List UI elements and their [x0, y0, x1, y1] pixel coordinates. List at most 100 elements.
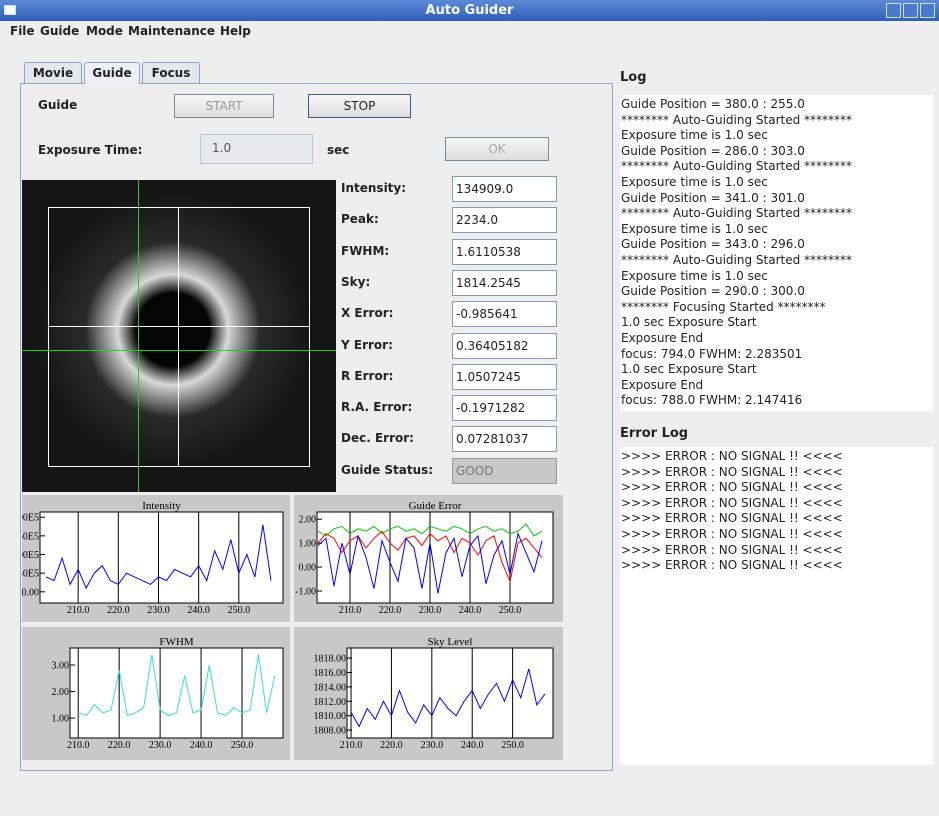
log-line: ******** Auto-Guiding Started ********	[621, 206, 933, 222]
log-line: Guide Position = 341.0 : 301.0	[621, 191, 933, 207]
field-value[interactable]: -0.985641	[452, 301, 557, 327]
x-tick-label: 220.0	[108, 740, 130, 751]
x-tick-label: 210.0	[67, 605, 90, 616]
box-crosshair-h	[48, 326, 310, 327]
exposure-input[interactable]: 1.0	[200, 134, 313, 164]
field-label: Sky:	[341, 275, 370, 289]
menu-item[interactable]: File	[10, 21, 35, 41]
log-line: Guide Position = 343.0 : 296.0	[621, 237, 933, 253]
maximize-button[interactable]	[903, 3, 918, 18]
log-line: Exposure time is 1.0 sec	[621, 222, 933, 238]
y-tick-label: 1816.00	[314, 668, 347, 679]
field-value[interactable]: 0.07281037	[452, 426, 557, 452]
x-tick-label: 210.0	[340, 740, 363, 751]
y-tick-label: 3.00E5	[22, 513, 39, 524]
x-tick-label: 230.0	[149, 740, 172, 751]
field-value[interactable]: 2234.0	[452, 207, 557, 233]
tab[interactable]: Movie	[24, 62, 82, 83]
y-tick-label: 2.00E5	[22, 550, 39, 561]
x-tick-label: 210.0	[339, 605, 362, 616]
error-log-box: >>>> ERROR : NO SIGNAL !! <<<<>>>> ERROR…	[620, 447, 933, 765]
y-tick-label: 1818.00	[314, 654, 347, 665]
menu-item[interactable]: Maintenance	[128, 21, 215, 41]
log-line: 1.0 sec Exposure Start	[621, 362, 933, 378]
log-line: >>>> ERROR : NO SIGNAL !! <<<<	[621, 558, 933, 574]
star-crosshair-h	[22, 350, 336, 351]
x-tick-label: 240.0	[190, 740, 213, 751]
y-tick-label: 1.00	[52, 714, 70, 725]
field-label: R.A. Error:	[341, 400, 412, 414]
x-tick-label: 240.0	[459, 605, 482, 616]
chart-panel: Intensity210.0220.0230.0240.0250.0100000…	[22, 495, 290, 622]
log-line: >>>> ERROR : NO SIGNAL !! <<<<	[621, 527, 933, 543]
log-line: 1.0 sec Exposure Start	[621, 315, 933, 331]
log-line: Exposure End	[621, 378, 933, 394]
log-line: >>>> ERROR : NO SIGNAL !! <<<<	[621, 511, 933, 527]
y-tick-label: 3.00	[52, 660, 70, 671]
chart-title: Sky Level	[428, 636, 473, 648]
start-button[interactable]: START	[174, 94, 274, 118]
chart-title: Intensity	[142, 500, 181, 512]
log-line: >>>> ERROR : NO SIGNAL !! <<<<	[621, 465, 933, 481]
field-label: Intensity:	[341, 181, 406, 195]
y-tick-label: 0.00	[299, 563, 317, 574]
x-tick-label: 230.0	[419, 605, 442, 616]
field-value[interactable]: 1814.2545	[452, 270, 557, 296]
field-value[interactable]: 134909.0	[452, 176, 557, 202]
log-line: >>>> ERROR : NO SIGNAL !! <<<<	[621, 496, 933, 512]
menu-item[interactable]: Mode	[86, 21, 123, 41]
log-line: >>>> ERROR : NO SIGNAL !! <<<<	[621, 480, 933, 496]
app-window: Auto Guider Guide START STOP Exposure Ti…	[0, 0, 939, 816]
plot-area	[317, 512, 553, 603]
log-line: Exposure time is 1.0 sec	[621, 175, 933, 191]
field-value[interactable]: -0.1971282	[452, 395, 557, 421]
log-line: Guide Position = 380.0 : 255.0	[621, 97, 933, 113]
chart-title: FWHM	[159, 636, 193, 648]
exposure-unit: sec	[327, 143, 349, 157]
menu-item[interactable]: Help	[220, 21, 251, 41]
x-tick-label: 210.0	[67, 740, 90, 751]
tab[interactable]: Focus	[142, 62, 200, 83]
x-tick-label: 220.0	[380, 740, 403, 751]
field-value[interactable]: 1.6110538	[452, 239, 557, 265]
log-line: ******** Auto-Guiding Started ********	[621, 113, 933, 129]
log-line: ******** Auto-Guiding Started ********	[621, 253, 933, 269]
field-label: Dec. Error:	[341, 431, 414, 445]
star-image	[22, 180, 336, 492]
log-line: Exposure time is 1.0 sec	[621, 128, 933, 144]
y-tick-label: 1.00	[299, 539, 317, 550]
window-title: Auto Guider	[0, 0, 939, 21]
guide-label: Guide	[38, 98, 77, 112]
field-value[interactable]: 0.36405182	[452, 333, 557, 359]
field-value[interactable]: 1.0507245	[452, 364, 557, 390]
tab[interactable]: Guide	[84, 62, 140, 84]
field-label: Peak:	[341, 212, 379, 226]
close-button[interactable]	[920, 3, 935, 18]
ok-button[interactable]: OK	[445, 137, 549, 161]
log-line: ******** Focusing Started ********	[621, 300, 933, 316]
field-label: FWHM:	[341, 244, 389, 258]
exposure-label: Exposure Time:	[38, 143, 142, 157]
log-title: Log	[620, 70, 647, 85]
log-line: >>>> ERROR : NO SIGNAL !! <<<<	[621, 543, 933, 559]
x-tick-label: 250.0	[231, 740, 254, 751]
chart-panel: FWHM210.0220.0230.0240.0250.01.002.003.0…	[22, 627, 290, 760]
field-label: X Error:	[341, 306, 393, 320]
minimize-button[interactable]	[886, 3, 901, 18]
x-tick-label: 240.0	[187, 605, 210, 616]
menu-item[interactable]: Guide	[40, 21, 79, 41]
chart-title: Guide Error	[409, 500, 462, 512]
window-icon[interactable]	[4, 5, 16, 15]
x-tick-label: 250.0	[228, 605, 251, 616]
x-tick-label: 220.0	[379, 605, 402, 616]
stop-button[interactable]: STOP	[308, 94, 411, 118]
x-tick-label: 230.0	[421, 740, 444, 751]
x-tick-label: 230.0	[147, 605, 170, 616]
y-tick-label: 1808.00	[314, 726, 347, 737]
log-line: ******** Auto-Guiding Started ********	[621, 159, 933, 175]
field-value: GOOD	[452, 458, 557, 484]
